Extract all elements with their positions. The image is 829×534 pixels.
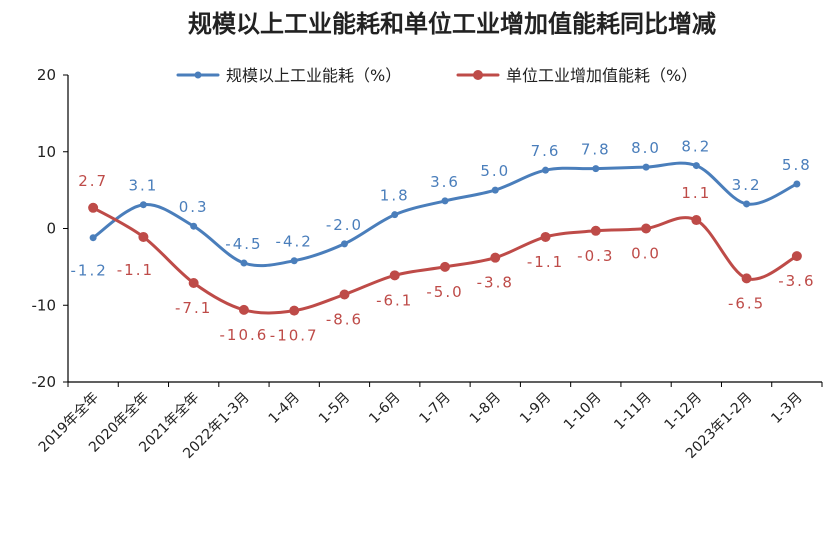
data-label-unit: -5.0 <box>426 283 463 301</box>
data-point-energy <box>139 201 147 209</box>
y-tick-label: -10 <box>32 296 57 314</box>
data-label-energy: -4.5 <box>225 235 262 253</box>
data-label-unit: -1.1 <box>117 261 154 279</box>
data-point-energy <box>290 257 298 265</box>
data-point-energy <box>190 222 198 230</box>
data-label-energy: 7.6 <box>531 142 561 160</box>
x-tick-label: 1-5月 <box>316 390 353 427</box>
data-label-unit: -6.1 <box>376 291 413 309</box>
data-label-energy: 3.2 <box>732 176 762 194</box>
legend-item-energy: 规模以上工业能耗（%） <box>176 66 401 85</box>
data-label-energy: 0.3 <box>179 198 209 216</box>
data-point-energy <box>391 211 399 219</box>
data-label-unit: -10.6 <box>220 326 269 344</box>
data-label-unit: -3.6 <box>778 272 815 290</box>
data-label-unit: -7.1 <box>175 299 212 317</box>
x-tick-label: 1-3月 <box>768 390 805 427</box>
x-tick-label: 1-7月 <box>416 390 453 427</box>
data-point-unit <box>590 225 601 236</box>
data-label-energy: 8.0 <box>631 139 661 157</box>
data-point-energy <box>340 240 348 248</box>
data-label-energy: 3.6 <box>430 173 460 191</box>
x-tick-label: 1-10月 <box>561 390 605 434</box>
data-label-unit: -0.3 <box>577 247 614 265</box>
data-point-unit <box>238 304 249 315</box>
data-point-unit <box>691 215 702 226</box>
data-label-energy: 5.0 <box>480 162 510 180</box>
data-label-unit: -10.7 <box>270 327 319 345</box>
data-label-unit: -6.5 <box>728 294 765 312</box>
data-point-energy <box>89 234 97 242</box>
data-labels: -1.2 3.1 0.3 -4.5 -4.2 -2.0 1.8 3.6 5.0 7.6 7.8 8.0… <box>70 138 815 345</box>
data-point-unit <box>641 223 652 234</box>
data-point-unit <box>188 277 199 288</box>
data-point-energy <box>542 166 550 174</box>
data-point-energy <box>592 165 600 173</box>
series-layer <box>88 161 802 316</box>
legend-marker-unit <box>473 70 483 80</box>
data-label-unit: 1.1 <box>681 184 711 202</box>
data-label-unit: -3.8 <box>477 274 514 292</box>
x-tick-label: 1-11月 <box>611 390 655 434</box>
data-point-energy <box>441 197 449 205</box>
y-tick-label: 0 <box>46 220 56 238</box>
legend-label-unit: 单位工业增加值能耗（%） <box>506 66 697 85</box>
data-label-unit: -8.6 <box>326 311 363 329</box>
data-point-unit <box>490 252 501 263</box>
data-point-unit <box>741 273 752 284</box>
data-label-energy: -2.0 <box>326 216 363 234</box>
data-label-energy: 1.8 <box>380 187 410 205</box>
data-point-unit <box>138 231 149 242</box>
data-label-energy: 5.8 <box>782 156 812 174</box>
data-label-energy: 8.2 <box>681 138 711 156</box>
data-label-unit: 0.0 <box>631 245 661 263</box>
data-point-energy <box>491 186 499 194</box>
y-tick-label: 20 <box>37 66 56 84</box>
data-point-energy <box>692 162 700 170</box>
data-label-unit: -1.1 <box>527 253 564 271</box>
data-label-energy: -4.2 <box>276 233 313 251</box>
data-point-unit <box>88 202 99 213</box>
legend: 规模以上工业能耗（%） 单位工业增加值能耗（%） <box>176 66 697 85</box>
y-tick-label: 10 <box>37 143 56 161</box>
x-tick-label: 1-8月 <box>467 390 504 427</box>
data-label-energy: -1.2 <box>70 262 107 280</box>
data-label-energy: 3.1 <box>128 177 158 195</box>
data-point-unit <box>791 251 802 262</box>
data-label-unit: 2.7 <box>78 172 108 190</box>
data-point-unit <box>389 270 400 281</box>
data-point-unit <box>540 231 551 242</box>
data-label-energy: 7.8 <box>581 141 611 159</box>
legend-label-energy: 规模以上工业能耗（%） <box>226 66 401 85</box>
legend-marker-energy <box>194 71 202 79</box>
chart-title: 规模以上工业能耗和单位工业增加值能耗同比增减 <box>188 10 716 38</box>
data-point-unit <box>440 261 450 272</box>
legend-item-unit: 单位工业增加值能耗（%） <box>456 66 697 85</box>
data-point-unit <box>339 289 350 300</box>
x-tick-label: 1-12月 <box>661 390 705 434</box>
data-point-energy <box>743 200 751 208</box>
x-tick-label: 1-4月 <box>266 390 303 427</box>
y-tick-label: -20 <box>32 373 57 391</box>
x-tick-label: 1-6月 <box>366 390 403 427</box>
data-point-energy <box>642 163 650 171</box>
data-point-energy <box>793 180 801 188</box>
x-tick-label: 1-9月 <box>517 390 554 427</box>
data-point-energy <box>240 259 248 267</box>
data-point-unit <box>289 305 300 316</box>
